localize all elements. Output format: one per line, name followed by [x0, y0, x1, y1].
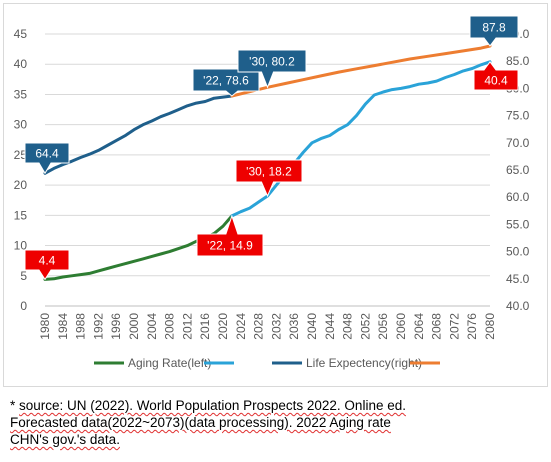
chart: 0 5 10 15 20 25 30 35 40 45 40.0 45.0 50.0 55.0 60.0 65… [14, 15, 530, 370]
y-left-tick-label: 40 [14, 57, 28, 71]
y-left-tick-label: 30 [14, 118, 28, 132]
y-right-tick-label: 75.0 [506, 109, 530, 123]
callout-label: '30, 80.2 [249, 55, 295, 69]
x-tick-label: 2076 [465, 313, 479, 340]
x-tick-label: 2064 [412, 313, 426, 340]
y-right-tick-label: 50.0 [506, 245, 530, 259]
y-left-tick-label: 5 [20, 269, 27, 283]
callout-label: '22, 78.6 [203, 74, 249, 88]
x-tick-label: 1996 [109, 313, 123, 340]
y-right-tick-label: 85.0 [506, 54, 530, 68]
y-left-tick-label: 25 [14, 148, 28, 162]
callout-label: 87.8 [482, 21, 506, 35]
x-tick-label: 2072 [447, 313, 461, 340]
callout-label: 4.4 [39, 254, 56, 268]
y-left-tick-label: 15 [14, 208, 28, 222]
callout-box [192, 68, 260, 97]
x-tick-label: 2016 [198, 313, 212, 340]
x-tick-label: 2004 [145, 313, 159, 340]
source-bullet: * [10, 398, 20, 413]
source-line-1: * source: UN (2022). World Population Pr… [10, 397, 540, 414]
y-left-tick-label: 0 [20, 299, 27, 313]
y-right-tick-label: 60.0 [506, 190, 530, 204]
x-tick-label: 1992 [91, 313, 105, 340]
source-line-2: Forecasted data(2022~2073)(data processi… [10, 415, 391, 430]
x-tick-label: 2060 [394, 313, 408, 340]
source-line-3: CHN's gov.'s data. [10, 432, 120, 447]
x-tick-label: 2028 [252, 313, 266, 340]
x-tick-label: 1980 [38, 313, 52, 340]
callout-label: 64.4 [35, 147, 59, 161]
x-tick-label: 2024 [234, 313, 248, 340]
y-right-tick-label: 65.0 [506, 163, 530, 177]
y-left-tick-label: 35 [14, 87, 28, 101]
series-line-2 [230, 60, 492, 218]
x-tick-label: 2000 [127, 313, 141, 340]
x-tick-label: 1988 [74, 313, 88, 340]
y-right-tick-label: 70.0 [506, 136, 530, 150]
source-citation: source: UN (2022). World Population Pros… [19, 398, 406, 413]
y-right-tick-label: 45.0 [506, 272, 530, 286]
legend-label: Life Expectency(right) [306, 356, 422, 370]
x-tick-label: 2040 [305, 313, 319, 340]
callout-box [196, 214, 264, 257]
y-right-tick-label: 55.0 [506, 217, 530, 231]
series-line-3 [43, 94, 234, 175]
callout-label: '30, 18.2 [246, 165, 292, 179]
x-tick-label: 2080 [483, 313, 497, 340]
x-tick-label: 2056 [376, 313, 390, 340]
y-left-tick-label: 20 [14, 178, 28, 192]
x-tick-label: 2068 [430, 313, 444, 340]
series-line-4 [230, 44, 492, 98]
x-tick-label: 1984 [56, 313, 70, 340]
x-tick-label: 2044 [323, 313, 337, 340]
source-note: * source: UN (2022). World Population Pr… [10, 397, 540, 448]
y-right-tick-label: 40.0 [506, 299, 530, 313]
callout-box [24, 142, 70, 175]
x-tick-label: 2052 [358, 313, 372, 340]
callout-box [235, 159, 303, 198]
x-tick-label: 2048 [341, 313, 355, 340]
callout-box [469, 15, 519, 47]
callout-box [473, 60, 519, 91]
callout-box [24, 249, 70, 281]
y-left-tick-label: 10 [14, 239, 28, 253]
x-tick-label: 2008 [163, 313, 177, 340]
x-tick-label: 2032 [269, 313, 283, 340]
callout-label: '22, 14.9 [207, 239, 253, 253]
y-left-tick-label: 45 [14, 27, 28, 41]
callout-label: 40.4 [484, 74, 508, 88]
x-tick-label: 2036 [287, 313, 301, 340]
x-tick-label: 2012 [180, 313, 194, 340]
callout-box [237, 49, 307, 89]
legend-label: Aging Rate(left) [128, 356, 211, 370]
x-tick-label: 2020 [216, 313, 230, 340]
